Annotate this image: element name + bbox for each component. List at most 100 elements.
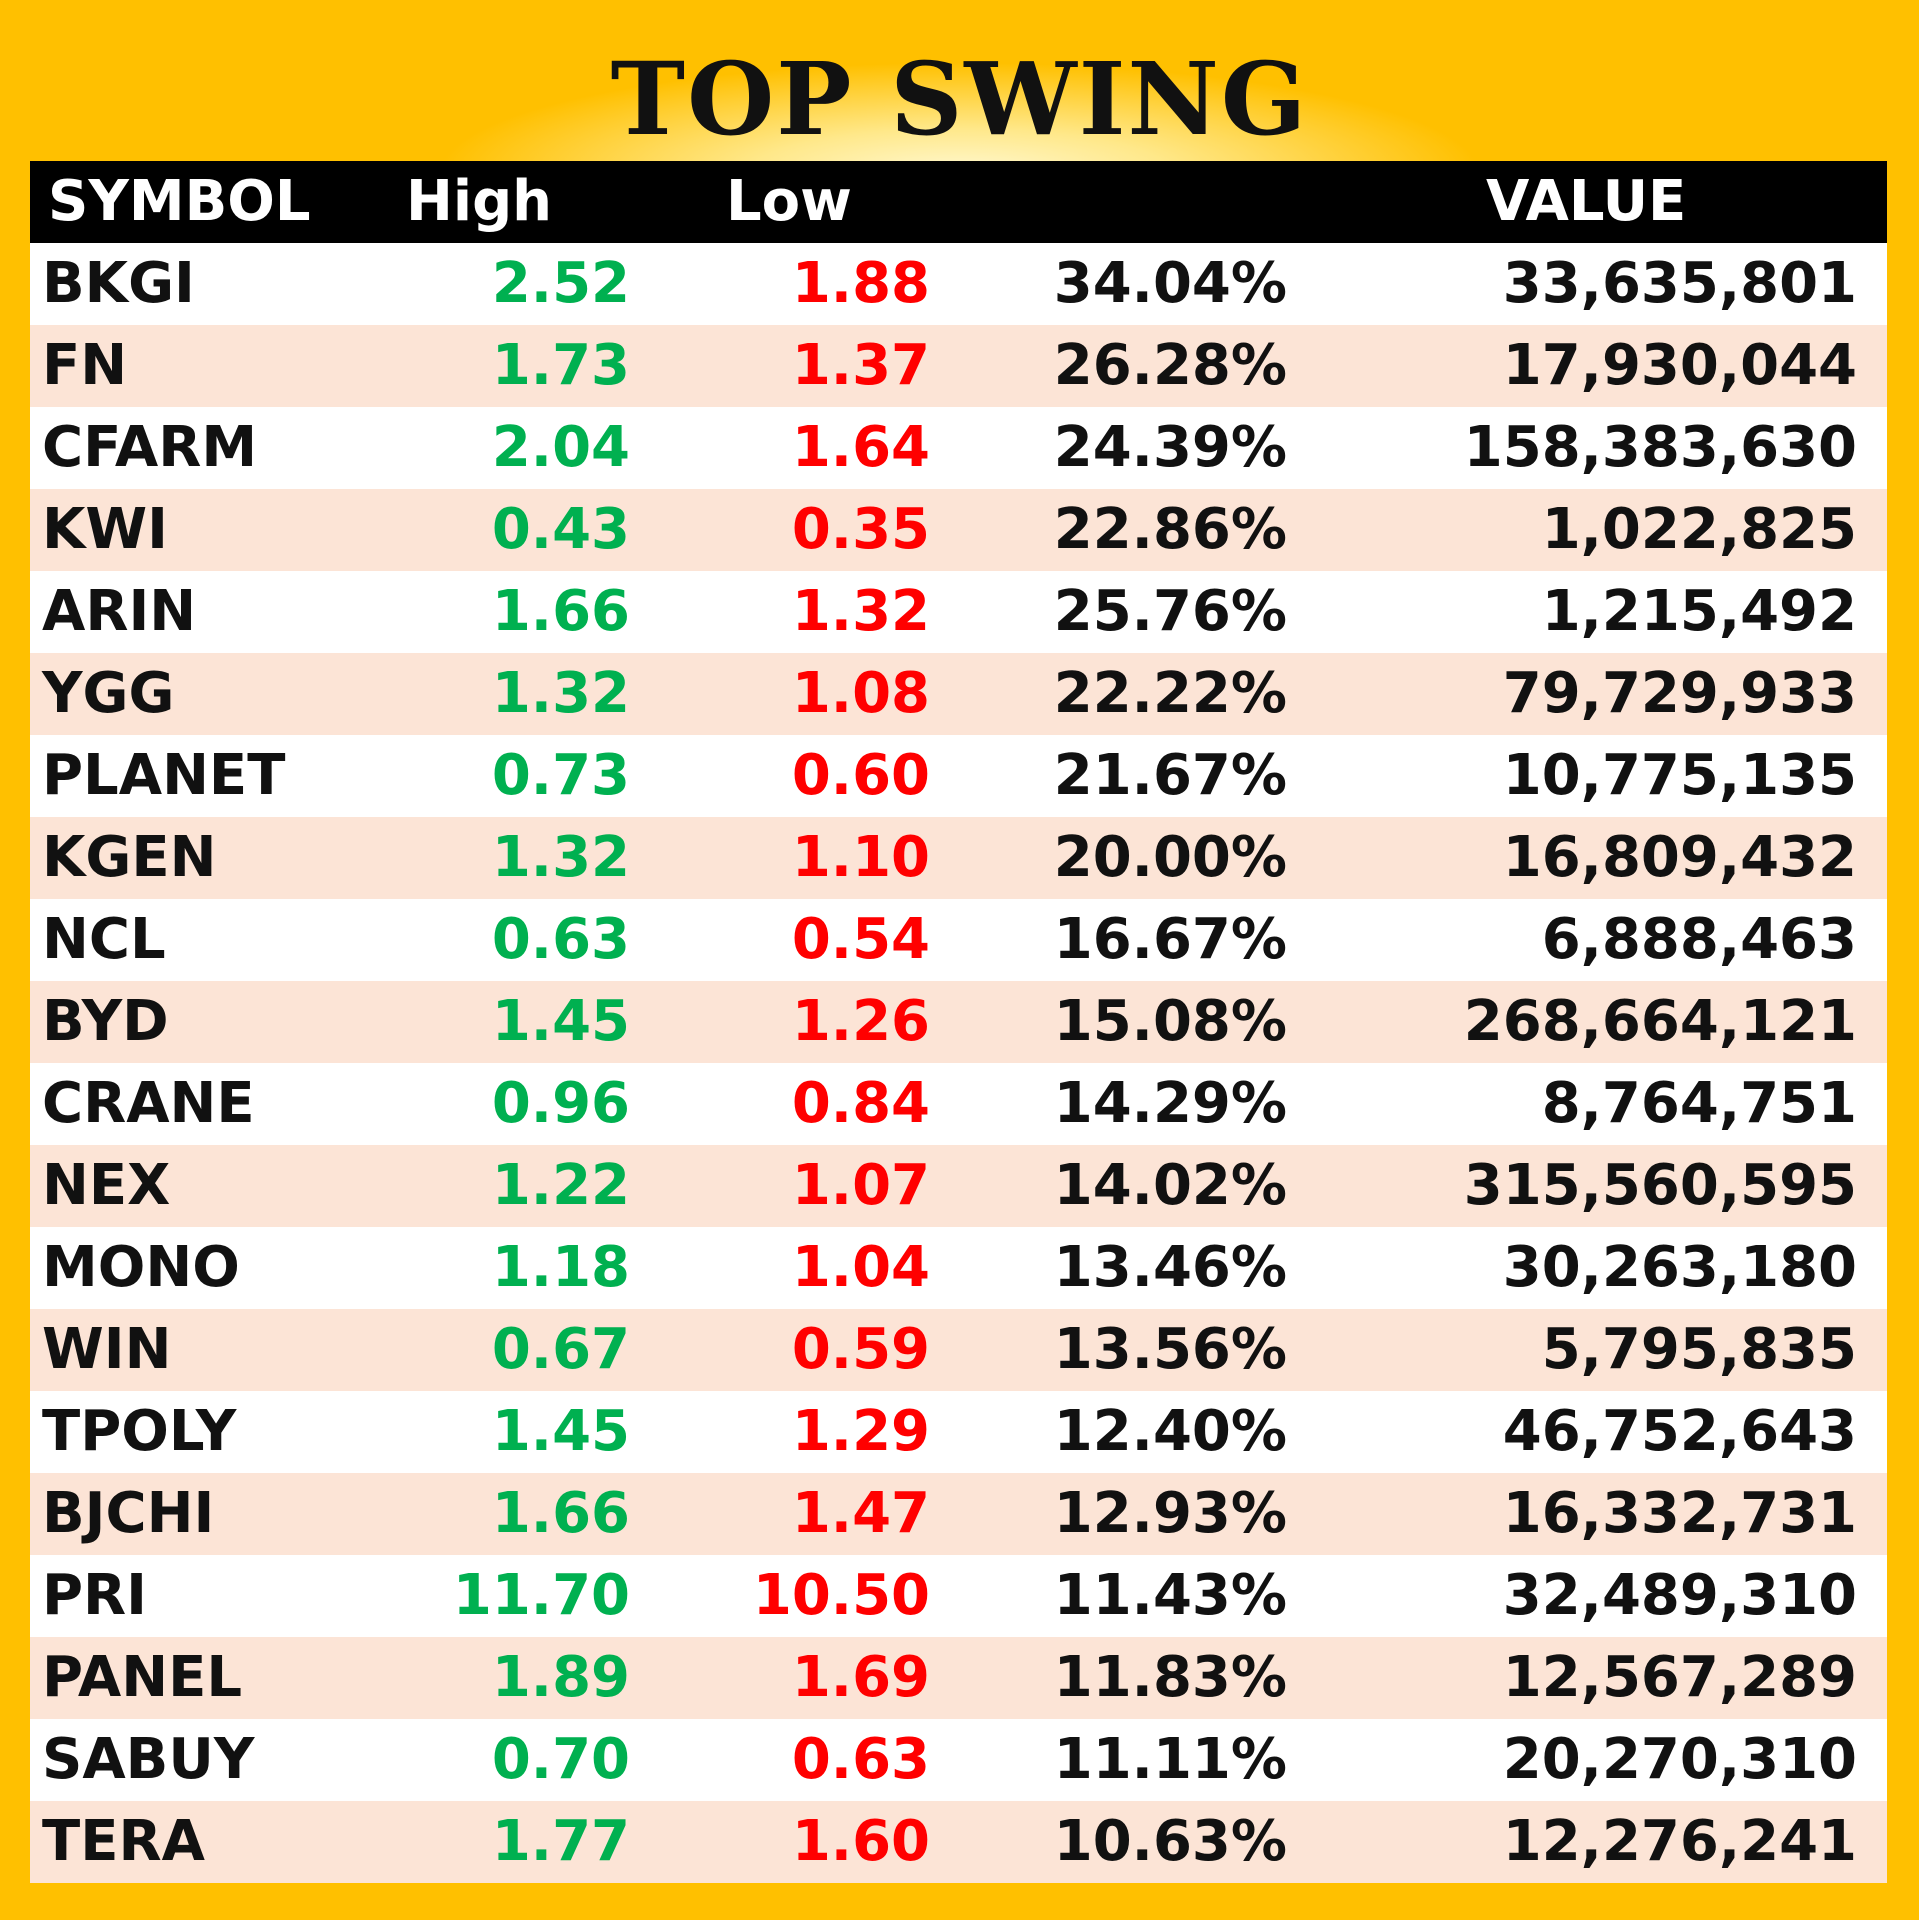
table-row: PRI 11.70 10.50 11.43% 32,489,310 [30, 1555, 1887, 1637]
cell-change: 22.86% [1053, 497, 1287, 562]
cell-low: 1.32 [791, 579, 930, 644]
cell-value: 12,276,241 [1502, 1809, 1857, 1874]
cell-low: 1.64 [791, 415, 930, 480]
cell-value: 6,888,463 [1541, 907, 1857, 972]
cell-high: 1.73 [491, 333, 630, 398]
cell-high: 2.52 [491, 251, 630, 316]
cell-value: 17,930,044 [1502, 333, 1857, 398]
cell-low: 0.60 [791, 743, 930, 808]
cell-symbol: NEX [42, 1153, 171, 1218]
cell-symbol: KWI [42, 497, 168, 562]
cell-change: 13.46% [1053, 1235, 1287, 1300]
cell-change: 26.28% [1053, 333, 1287, 398]
table-row: BYD 1.45 1.26 15.08% 268,664,121 [30, 981, 1887, 1063]
cell-high: 0.96 [491, 1071, 630, 1136]
cell-change: 12.93% [1053, 1481, 1287, 1546]
cell-symbol: NCL [42, 907, 166, 972]
cell-change: 14.29% [1053, 1071, 1287, 1136]
cell-symbol: PLANET [42, 743, 286, 808]
cell-symbol: CRANE [42, 1071, 255, 1136]
cell-low: 1.37 [791, 333, 930, 398]
table-row: SABUY 0.70 0.63 11.11% 20,270,310 [30, 1719, 1887, 1801]
cell-change: 34.04% [1053, 251, 1287, 316]
table-row: TERA 1.77 1.60 10.63% 12,276,241 [30, 1801, 1887, 1883]
cell-change: 11.11% [1053, 1727, 1287, 1792]
cell-value: 12,567,289 [1502, 1645, 1857, 1710]
cell-symbol: FN [42, 333, 128, 398]
cell-low: 0.59 [791, 1317, 930, 1382]
table-row: YGG 1.32 1.08 22.22% 79,729,933 [30, 653, 1887, 735]
cell-value: 79,729,933 [1502, 661, 1857, 726]
cell-value: 16,809,432 [1502, 825, 1857, 890]
cell-low: 1.08 [791, 661, 930, 726]
cell-low: 1.88 [791, 251, 930, 316]
cell-change: 12.40% [1053, 1399, 1287, 1464]
column-header-high: High [406, 169, 553, 234]
cell-high: 1.77 [491, 1809, 630, 1874]
cell-low: 1.10 [791, 825, 930, 890]
cell-change: 16.67% [1053, 907, 1287, 972]
cell-high: 1.32 [491, 825, 630, 890]
cell-symbol: PRI [42, 1563, 147, 1628]
table-row: PANEL 1.89 1.69 11.83% 12,567,289 [30, 1637, 1887, 1719]
cell-change: 10.63% [1053, 1809, 1287, 1874]
cell-value: 30,263,180 [1502, 1235, 1857, 1300]
page-title: TOP SWING [610, 40, 1309, 158]
cell-symbol: KGEN [42, 825, 217, 890]
cell-value: 32,489,310 [1502, 1563, 1857, 1628]
cell-change: 21.67% [1053, 743, 1287, 808]
table-row: ARIN 1.66 1.32 25.76% 1,215,492 [30, 571, 1887, 653]
table-row: TPOLY 1.45 1.29 12.40% 46,752,643 [30, 1391, 1887, 1473]
cell-symbol: TPOLY [42, 1399, 237, 1464]
cell-change: 13.56% [1053, 1317, 1287, 1382]
cell-high: 1.66 [491, 1481, 630, 1546]
cell-symbol: BKGI [42, 251, 195, 316]
column-header-value: VALUE [1486, 169, 1687, 234]
table-header: SYMBOL High Low VALUE [30, 161, 1887, 243]
cell-high: 0.73 [491, 743, 630, 808]
table-row: WIN 0.67 0.59 13.56% 5,795,835 [30, 1309, 1887, 1391]
cell-symbol: BJCHI [42, 1481, 215, 1546]
table-row: NCL 0.63 0.54 16.67% 6,888,463 [30, 899, 1887, 981]
cell-low: 1.26 [791, 989, 930, 1054]
cell-high: 1.32 [491, 661, 630, 726]
cell-value: 46,752,643 [1502, 1399, 1857, 1464]
cell-value: 10,775,135 [1502, 743, 1857, 808]
cell-low: 0.84 [791, 1071, 930, 1136]
column-header-symbol: SYMBOL [48, 169, 311, 234]
table-row: CFARM 2.04 1.64 24.39% 158,383,630 [30, 407, 1887, 489]
table-row: BJCHI 1.66 1.47 12.93% 16,332,731 [30, 1473, 1887, 1555]
cell-symbol: BYD [42, 989, 169, 1054]
cell-low: 1.04 [791, 1235, 930, 1300]
cell-low: 1.47 [791, 1481, 930, 1546]
cell-change: 25.76% [1053, 579, 1287, 644]
cell-low: 1.07 [791, 1153, 930, 1218]
cell-symbol: PANEL [42, 1645, 243, 1710]
column-header-low: Low [726, 169, 852, 234]
cell-symbol: SABUY [42, 1727, 255, 1792]
table-row: NEX 1.22 1.07 14.02% 315,560,595 [30, 1145, 1887, 1227]
cell-high: 2.04 [491, 415, 630, 480]
cell-value: 1,022,825 [1541, 497, 1857, 562]
table-row: KGEN 1.32 1.10 20.00% 16,809,432 [30, 817, 1887, 899]
cell-high: 1.66 [491, 579, 630, 644]
cell-symbol: TERA [42, 1809, 205, 1874]
cell-value: 268,664,121 [1463, 989, 1857, 1054]
table-row: MONO 1.18 1.04 13.46% 30,263,180 [30, 1227, 1887, 1309]
cell-low: 0.63 [791, 1727, 930, 1792]
cell-high: 0.43 [491, 497, 630, 562]
cell-symbol: YGG [42, 661, 175, 726]
cell-low: 0.54 [791, 907, 930, 972]
cell-change: 20.00% [1053, 825, 1287, 890]
cell-symbol: CFARM [42, 415, 258, 480]
cell-high: 1.89 [491, 1645, 630, 1710]
cell-value: 33,635,801 [1502, 251, 1857, 316]
table-body: BKGI 2.52 1.88 34.04% 33,635,801 FN 1.73 1.37 26… [30, 243, 1887, 1883]
cell-low: 1.60 [791, 1809, 930, 1874]
cell-high: 1.18 [491, 1235, 630, 1300]
cell-symbol: MONO [42, 1235, 240, 1300]
cell-symbol: WIN [42, 1317, 172, 1382]
cell-change: 24.39% [1053, 415, 1287, 480]
cell-high: 1.22 [491, 1153, 630, 1218]
